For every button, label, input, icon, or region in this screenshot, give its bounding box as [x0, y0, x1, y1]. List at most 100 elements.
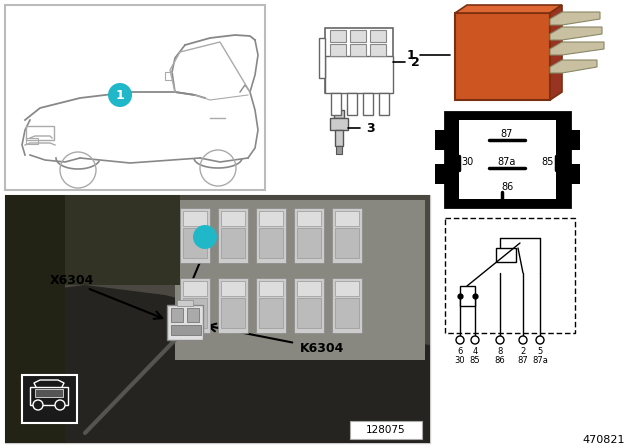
Bar: [335, 130, 343, 146]
Bar: [218, 208, 248, 263]
Bar: [171, 308, 183, 322]
Text: 1: 1: [406, 48, 415, 61]
Text: 86: 86: [495, 356, 506, 365]
Bar: [460, 286, 475, 306]
Text: 6: 6: [458, 346, 463, 356]
Bar: [319, 38, 325, 78]
Bar: [325, 56, 393, 93]
Circle shape: [456, 336, 464, 344]
Bar: [183, 211, 207, 226]
Text: 470821: 470821: [582, 435, 625, 445]
Circle shape: [108, 83, 132, 107]
Bar: [221, 281, 245, 296]
Text: 2: 2: [411, 56, 420, 69]
Bar: [259, 228, 283, 258]
Bar: [330, 30, 346, 42]
Text: 87a: 87a: [532, 356, 548, 365]
Bar: [350, 421, 422, 439]
Bar: [350, 30, 366, 42]
Circle shape: [519, 336, 527, 344]
Bar: [335, 211, 359, 226]
Text: 87a: 87a: [498, 157, 516, 167]
Bar: [221, 211, 245, 226]
Bar: [183, 228, 207, 258]
Circle shape: [536, 336, 544, 344]
Bar: [297, 281, 321, 296]
Text: 30: 30: [454, 356, 465, 365]
Bar: [335, 298, 359, 328]
Bar: [22, 375, 77, 423]
Text: 5: 5: [538, 346, 543, 356]
Bar: [370, 44, 386, 56]
Bar: [187, 308, 199, 322]
Bar: [5, 5, 265, 190]
Bar: [363, 93, 373, 115]
Bar: [221, 298, 245, 328]
Bar: [459, 120, 556, 199]
Text: 87: 87: [518, 356, 529, 365]
Text: 2: 2: [520, 346, 525, 356]
Text: 87: 87: [501, 129, 513, 139]
Bar: [347, 93, 357, 115]
Bar: [445, 218, 575, 333]
Bar: [294, 208, 324, 263]
Text: X6304: X6304: [50, 273, 94, 287]
Circle shape: [496, 336, 504, 344]
Text: 8: 8: [497, 346, 502, 356]
Text: 128075: 128075: [366, 425, 406, 435]
Bar: [183, 298, 207, 328]
Bar: [171, 325, 201, 335]
Bar: [334, 110, 344, 118]
Bar: [297, 211, 321, 226]
Polygon shape: [455, 5, 562, 13]
Text: 86: 86: [501, 182, 513, 192]
Bar: [5, 195, 65, 443]
Bar: [35, 389, 63, 397]
Bar: [336, 146, 342, 154]
Bar: [256, 278, 286, 333]
Bar: [183, 281, 207, 296]
Bar: [350, 44, 366, 56]
Polygon shape: [550, 27, 602, 40]
Bar: [259, 298, 283, 328]
Circle shape: [471, 336, 479, 344]
Bar: [5, 195, 180, 285]
Bar: [175, 200, 425, 360]
Bar: [331, 93, 341, 115]
Circle shape: [55, 400, 65, 410]
Bar: [180, 208, 210, 263]
Text: 30: 30: [461, 157, 473, 167]
Polygon shape: [5, 285, 430, 443]
Polygon shape: [550, 60, 597, 73]
Text: 1: 1: [116, 89, 124, 102]
Polygon shape: [550, 5, 562, 100]
Text: 4: 4: [472, 346, 477, 356]
Bar: [256, 208, 286, 263]
Polygon shape: [5, 195, 430, 443]
Bar: [294, 278, 324, 333]
Text: K6304: K6304: [300, 341, 344, 354]
Bar: [435, 164, 449, 184]
Bar: [177, 300, 193, 306]
Polygon shape: [550, 42, 604, 55]
Bar: [297, 228, 321, 258]
Text: 85: 85: [470, 356, 480, 365]
Bar: [566, 130, 580, 150]
Text: 1: 1: [200, 231, 209, 244]
Bar: [259, 211, 283, 226]
Bar: [330, 118, 348, 130]
Bar: [30, 387, 68, 405]
Bar: [26, 138, 38, 144]
Bar: [330, 44, 346, 56]
Bar: [370, 30, 386, 42]
Bar: [379, 93, 389, 115]
Bar: [5, 195, 430, 443]
Circle shape: [33, 400, 43, 410]
Bar: [332, 278, 362, 333]
Bar: [496, 248, 516, 262]
Polygon shape: [550, 12, 600, 25]
Circle shape: [193, 225, 217, 249]
Text: 85: 85: [542, 157, 554, 167]
Bar: [221, 228, 245, 258]
Bar: [259, 281, 283, 296]
